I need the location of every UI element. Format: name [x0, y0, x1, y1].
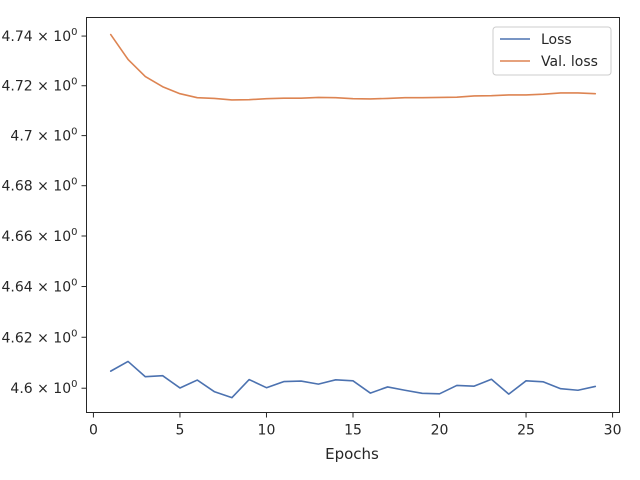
- x-axis-label: Epochs: [325, 445, 379, 463]
- series-line-loss: [109, 360, 597, 399]
- x-tick-label: 0: [89, 423, 98, 439]
- y-tick-label: 4.72 × 100: [2, 77, 78, 95]
- x-tick-label: 20: [431, 423, 449, 439]
- x-tick-label: 5: [175, 423, 184, 439]
- plot-frame: [86, 17, 620, 413]
- legend-label: Val. loss: [541, 54, 598, 70]
- x-tick-label: 30: [604, 423, 622, 439]
- series-line-val-loss: [109, 33, 597, 101]
- x-tick-label: 25: [517, 423, 535, 439]
- legend-label: Loss: [541, 32, 572, 48]
- y-tick-label: 4.6 × 100: [10, 379, 77, 397]
- series-lines: [109, 33, 597, 399]
- y-tick-label: 4.66 × 100: [2, 227, 78, 245]
- x-tick-label: 10: [258, 423, 276, 439]
- y-tick-label: 4.68 × 100: [2, 177, 78, 195]
- y-tick-label: 4.62 × 100: [2, 328, 78, 346]
- y-tick-label: 4.74 × 100: [2, 27, 78, 45]
- legend: Loss Val. loss: [492, 26, 612, 76]
- y-axis-ticks: 4.6 × 100 4.62 × 100 4.64 × 100 4.66 × 100 4…: [2, 27, 87, 397]
- y-tick-label: 4.64 × 100: [2, 278, 78, 296]
- x-tick-label: 15: [344, 423, 362, 439]
- y-tick-label: 4.7 × 100: [10, 127, 77, 145]
- x-axis-ticks: 0 5 10 15 20 25 30: [89, 412, 622, 439]
